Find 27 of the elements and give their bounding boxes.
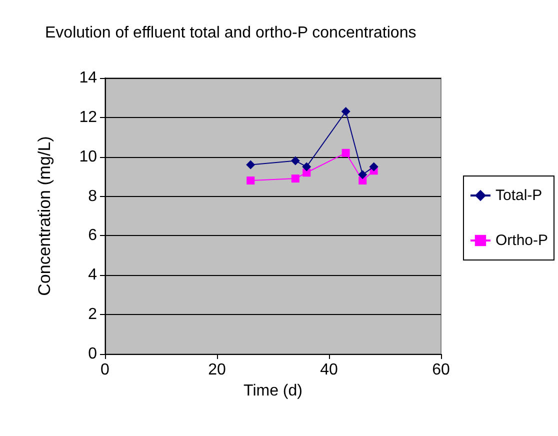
point <box>358 176 367 185</box>
x-tick-label: 60 <box>432 362 450 378</box>
y-axis-title: Concentration (mg/L) <box>35 136 54 296</box>
x-tick-label: 40 <box>320 362 338 378</box>
y-tick-label: 8 <box>88 188 98 205</box>
point <box>246 176 255 185</box>
point <box>369 162 378 172</box>
point <box>291 174 300 183</box>
point <box>342 148 350 157</box>
point <box>246 160 256 170</box>
point <box>358 170 368 180</box>
chart-title: Evolution of effluent total and ortho-P concentrations <box>45 24 416 42</box>
point <box>341 107 350 116</box>
x-tick-label: 20 <box>208 362 226 378</box>
point <box>290 156 300 166</box>
point <box>302 162 312 172</box>
y-tick-label: 10 <box>79 148 98 166</box>
y-tick-label: 12 <box>79 108 98 126</box>
y-tick-label: 14 <box>79 70 98 86</box>
y-tick-label: 4 <box>88 266 98 284</box>
y-tick-label: 2 <box>88 306 98 324</box>
y-tick-label: 6 <box>88 227 98 244</box>
x-axis-title: Time (d) <box>244 382 302 400</box>
x-tick-label: 0 <box>100 362 110 378</box>
legend-label: Ortho-P <box>495 232 548 249</box>
y-tick-label: 0 <box>88 346 98 362</box>
legend-label: Total-P <box>495 187 542 204</box>
